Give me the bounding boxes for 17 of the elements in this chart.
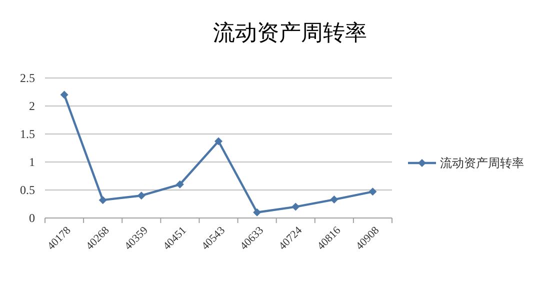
point bbox=[98, 196, 107, 204]
point bbox=[330, 196, 338, 204]
point bbox=[253, 208, 262, 216]
y-tick-label: 1 bbox=[29, 155, 35, 169]
y-tick-label: 0 bbox=[29, 211, 35, 225]
y-tick-label: 1.5 bbox=[20, 127, 35, 141]
y-tick-label: 0.5 bbox=[20, 183, 35, 197]
y-tick-label: 2.5 bbox=[20, 71, 35, 85]
y-tick-label: 2 bbox=[29, 99, 35, 113]
point bbox=[60, 90, 68, 99]
point bbox=[137, 192, 146, 200]
legend-label: 流动资产周转率 bbox=[440, 156, 524, 170]
point bbox=[176, 180, 184, 188]
chart-title: 流动资产周转率 bbox=[213, 20, 367, 45]
point bbox=[214, 137, 222, 146]
point bbox=[368, 188, 377, 196]
point bbox=[292, 202, 300, 211]
